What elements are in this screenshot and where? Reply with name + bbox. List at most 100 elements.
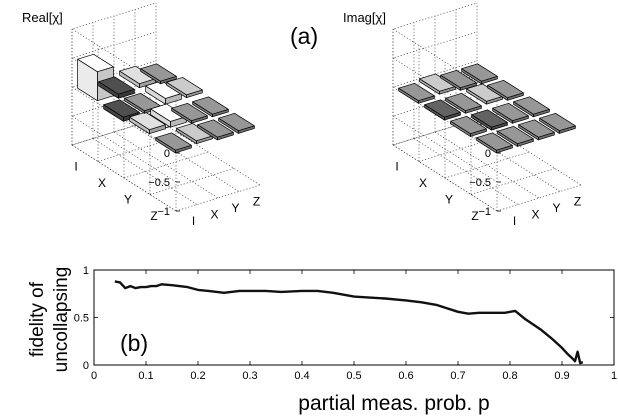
x-axis-label: partial meas. prob. p	[298, 392, 489, 415]
bar-I-X	[419, 73, 456, 95]
x-tick-label: 0	[91, 370, 97, 382]
y-axis-label-line2: uncollapsing	[51, 267, 72, 373]
bar-top	[192, 96, 229, 115]
bar-Z-Z	[539, 112, 576, 134]
bar-Y-Y	[171, 102, 208, 124]
bar-top	[445, 92, 482, 112]
x-tick-label: 0.3	[242, 370, 257, 382]
bar-I-Z	[461, 63, 498, 85]
grid-line	[455, 125, 561, 192]
x-tick-label: 0.1	[138, 370, 153, 382]
panel-label-a: (a)	[290, 23, 318, 49]
row-label: Y	[445, 192, 453, 206]
bar-top	[471, 109, 508, 128]
bar-top	[77, 53, 114, 73]
bar-top	[197, 119, 234, 138]
grid-line	[113, 131, 219, 199]
y-tick-label: 0	[83, 360, 89, 372]
column-label: Y	[552, 201, 560, 215]
bar-top	[155, 132, 192, 151]
column-label: I	[513, 214, 516, 228]
bar-Y-Y	[492, 102, 529, 124]
bar-Z-Y	[518, 119, 555, 141]
bar-top	[129, 111, 166, 131]
row-label: X	[419, 176, 427, 190]
bar-top	[492, 102, 529, 122]
x-tick-label: 0.7	[450, 370, 465, 382]
x-tick-label: 0.9	[554, 370, 569, 382]
bar-top	[497, 125, 534, 145]
x-tick-label: 0.4	[294, 370, 309, 382]
bar-top	[140, 63, 177, 82]
chart-title: Imag[χ]	[343, 10, 386, 25]
column-label: Z	[253, 194, 260, 208]
chart-title: Real[χ]	[22, 10, 63, 25]
bar-I-X	[98, 76, 135, 99]
column-label: X	[531, 207, 539, 221]
grid-line	[134, 125, 240, 192]
bar-I-Y	[440, 69, 477, 91]
row-label: I	[74, 159, 77, 173]
z-tick-label: −0.5	[469, 177, 491, 189]
grid-line	[434, 131, 540, 199]
bar-top	[171, 102, 208, 122]
x-tick-label: 0.5	[346, 370, 361, 382]
bar-Y-Z	[192, 96, 229, 118]
bar-top	[518, 119, 555, 138]
bar-Z-Y	[197, 119, 234, 141]
bar-top	[476, 132, 513, 151]
z-tick-label: 0	[485, 148, 491, 160]
bar-top	[461, 63, 498, 82]
bar-Y-I	[129, 111, 166, 135]
bar-X-I	[424, 99, 461, 121]
bar-top	[487, 79, 524, 99]
bar-top	[539, 112, 576, 132]
bar-Y-X	[150, 103, 187, 128]
row-label: Z	[150, 209, 157, 223]
bar-top	[398, 82, 435, 102]
bar-top	[103, 99, 140, 118]
bar-I-I	[398, 82, 435, 104]
bar-Z-X	[497, 125, 534, 147]
column-label: Z	[574, 194, 581, 208]
bar-Z-X	[176, 123, 213, 145]
y-tick-label: 1	[83, 265, 89, 277]
x-tick-label: 0.2	[190, 370, 205, 382]
x-tick-label: 0.6	[398, 370, 413, 382]
z-tick-label: −0.5	[148, 177, 170, 189]
bar-X-X	[445, 92, 482, 114]
fidelity-series-line	[114, 280, 584, 365]
bar-top	[440, 69, 477, 89]
z-tick-label: −1	[157, 206, 170, 218]
bar-Y-Z	[513, 96, 550, 118]
column-label: Y	[231, 201, 239, 215]
bar-X-Z	[166, 77, 203, 99]
x-tick-label: 0.8	[502, 370, 517, 382]
row-label: I	[395, 159, 398, 173]
x-tick-label: 1	[611, 370, 617, 382]
bar-top	[450, 115, 487, 135]
column-label: X	[210, 207, 218, 221]
grid-line	[92, 138, 198, 205]
z-tick-label: 0	[164, 148, 170, 160]
bar-top	[98, 76, 135, 95]
bar-top	[166, 77, 203, 96]
bar-I-Y	[119, 65, 156, 89]
grid-line	[155, 118, 261, 186]
z-tick-label: −1	[478, 206, 491, 218]
bar-Y-I	[450, 115, 487, 137]
panel-label-b: (b)	[120, 330, 148, 356]
bar-top	[513, 96, 550, 115]
y-axis-label-line1: fidelity of	[27, 281, 48, 357]
bar-Z-I	[476, 132, 513, 154]
grid-line	[476, 118, 582, 186]
row-label: Y	[124, 192, 132, 206]
bar-top	[218, 112, 255, 132]
row-label: X	[98, 176, 106, 190]
y-tick-label: 0.5	[74, 313, 89, 325]
fidelity-line-chart: 0 0.1 0.2 0.3 0.4 0.5 0.6 0.7 0.8 0.9 1 0 0.5 1 (b) par…	[27, 265, 617, 415]
bar-X-Z	[487, 79, 524, 101]
row-label: Z	[471, 209, 478, 223]
